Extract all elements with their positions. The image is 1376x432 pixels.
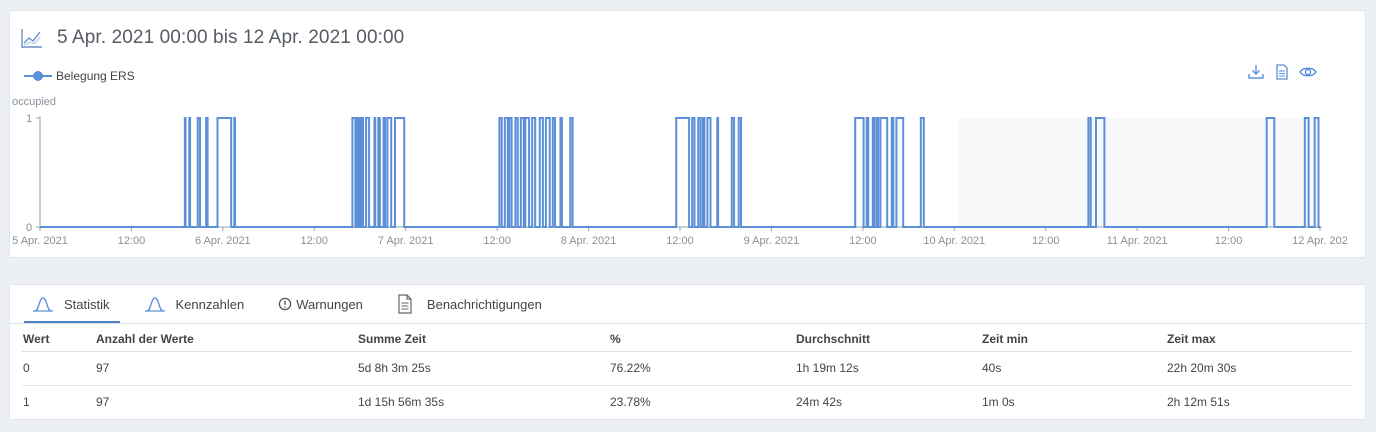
document-icon [397, 294, 413, 314]
table-cell: 97 [95, 351, 357, 386]
y-tick-label: 0 [26, 222, 32, 234]
column-header: % [609, 327, 795, 352]
x-tick-label: 12:00 [483, 235, 511, 247]
x-tick-label: 12:00 [666, 235, 694, 247]
table-cell: 97 [96, 395, 110, 410]
legend-marker-icon [24, 71, 52, 81]
table-cell: 2h 12m 51s [1167, 395, 1230, 410]
table-cell: 1m 0s [982, 395, 1015, 410]
y-axis-label: occupied [12, 96, 56, 108]
tab-kennzahlen[interactable]: Kennzahlen [136, 293, 255, 323]
table-cell: 23.78% [610, 395, 651, 410]
table-cell: 24m 42s [796, 395, 843, 410]
table-cell: 1d 15h 56m 35s [358, 395, 445, 410]
document-icon[interactable] [1273, 63, 1291, 81]
chart-actions [1247, 63, 1317, 81]
x-tick-label: 6 Apr. 2021 [195, 235, 251, 247]
statistics-table: Wert Anzahl der Werte Summe Zeit % Durch… [22, 327, 1352, 419]
column-header: Zeit min [981, 327, 1166, 352]
table-row: 0 97 5d 8h 3m 25s 76.22% 1h 19m 12s 40s … [22, 351, 1352, 386]
table-cell: 76.22% [609, 351, 795, 386]
tab-label: Benachrichtigungen [426, 296, 542, 312]
chart-header: 5 Apr. 2021 00:00 bis 12 Apr. 2021 00:00 [21, 27, 404, 49]
table-row: 1 97 1d 15h 56m 35s 23.78% 24m 42s 1m 0s… [22, 385, 1352, 419]
chart-panel: 5 Apr. 2021 00:00 bis 12 Apr. 2021 00:00… [9, 10, 1366, 258]
x-tick-label: 12:00 [1215, 235, 1243, 247]
table-cell: 1 [23, 395, 30, 410]
warning-icon [278, 297, 292, 311]
chart-title: 5 Apr. 2021 00:00 bis 12 Apr. 2021 00:00 [57, 27, 405, 48]
tab-benachrichtigungen[interactable]: Benachrichtigungen [389, 293, 552, 323]
tab-label: Kennzahlen [175, 296, 245, 312]
table-cell: 0 [22, 351, 95, 386]
x-tick-label: 5 Apr. 2021 [12, 235, 68, 247]
column-header: Zeit max [1166, 327, 1352, 352]
x-tick-label: 7 Apr. 2021 [378, 235, 434, 247]
x-tick-label: 10 Apr. 2021 [923, 235, 985, 247]
table-cell: 1h 19m 12s [795, 351, 981, 386]
x-tick-label: 11 Apr. 2021 [1107, 235, 1168, 247]
tab-label: Warnungen [296, 296, 363, 312]
statistics-tabs: Statistik Kennzahlen Warnungen Benachric… [24, 293, 568, 323]
table-header-row: Wert Anzahl der Werte Summe Zeit % Durch… [22, 327, 1352, 352]
tab-warnungen[interactable]: Warnungen [270, 293, 373, 323]
future-range-shade [958, 118, 1320, 227]
distribution-icon [144, 296, 166, 312]
statistics-panel: Statistik Kennzahlen Warnungen Benachric… [9, 284, 1366, 420]
x-tick-label: 12:00 [301, 235, 329, 247]
table-cell: 22h 20m 30s [1166, 351, 1352, 386]
x-tick-label: 12:00 [118, 235, 146, 247]
occupancy-chart: occupied 0 1 5 Apr. 2021 12:00 6 Apr. 2021 12… [12, 96, 1348, 247]
y-tick-label: 1 [26, 113, 32, 125]
column-header: Anzahl der Werte [95, 327, 357, 352]
line-chart-icon [21, 28, 43, 48]
table-cell: 40s [981, 351, 1166, 386]
x-tick-label: 12:00 [849, 235, 877, 247]
x-tick-label: 12 Apr. 202 [1292, 235, 1348, 247]
column-header: Durchschnitt [795, 327, 981, 352]
x-tick-label: 12:00 [1032, 235, 1060, 247]
x-tick-label: 8 Apr. 2021 [561, 235, 617, 247]
tab-label: Statistik [64, 296, 110, 312]
eye-icon[interactable] [1299, 63, 1317, 81]
column-header: Summe Zeit [357, 327, 609, 352]
column-header: Wert [22, 327, 95, 352]
x-tick-label: 9 Apr. 2021 [744, 235, 800, 247]
tabs-divider [10, 323, 1365, 324]
chart-legend[interactable]: Belegung ERS [24, 69, 135, 83]
download-icon[interactable] [1247, 63, 1265, 81]
legend-label: Belegung ERS [56, 69, 135, 83]
table-cell: 5d 8h 3m 25s [357, 351, 609, 386]
distribution-icon [32, 296, 54, 312]
tab-statistik[interactable]: Statistik [24, 293, 120, 323]
occupancy-series-line [40, 117, 1320, 228]
